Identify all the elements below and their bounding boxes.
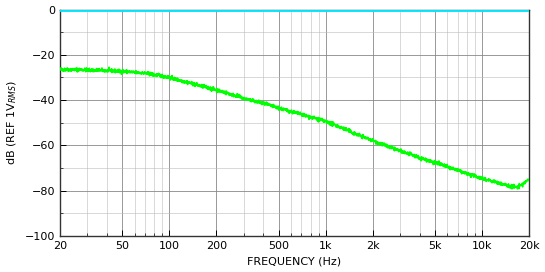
- X-axis label: FREQUENCY (Hz): FREQUENCY (Hz): [247, 256, 342, 267]
- Y-axis label: dB (REF 1V$_{RMS}$): dB (REF 1V$_{RMS}$): [5, 80, 19, 165]
